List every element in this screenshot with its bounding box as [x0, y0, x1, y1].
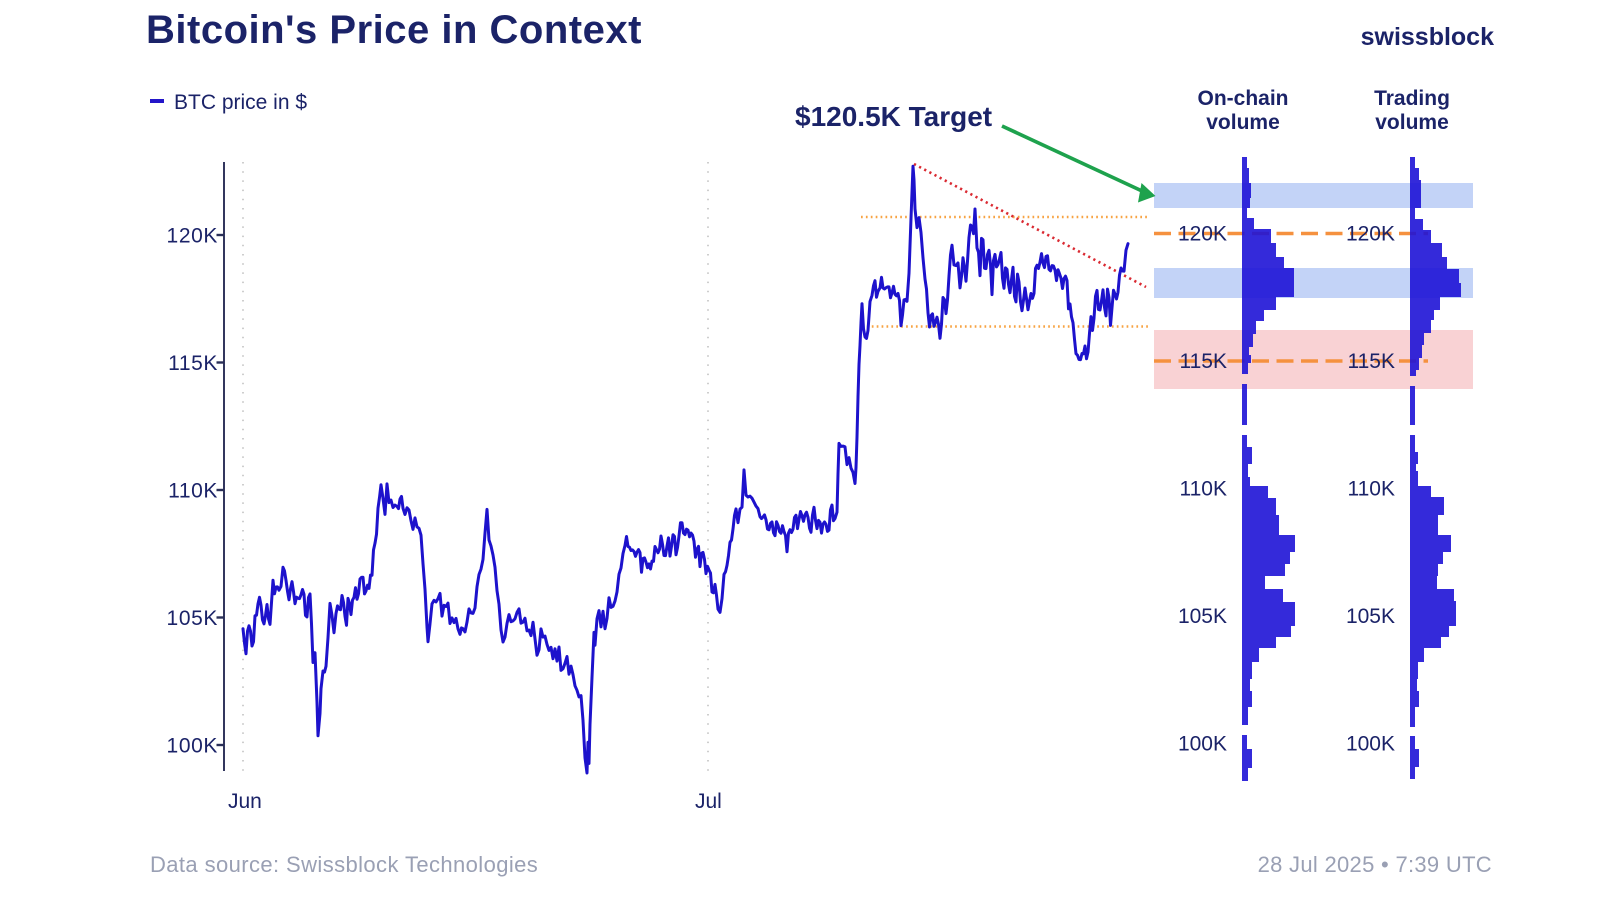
svg-text:105K: 105K — [1346, 605, 1395, 628]
svg-text:28 Jul 2025 • 7:39 UTC: 28 Jul 2025 • 7:39 UTC — [1258, 852, 1492, 877]
svg-text:Jun: Jun — [228, 790, 262, 813]
svg-text:volume: volume — [1375, 111, 1449, 134]
svg-text:120K: 120K — [167, 225, 218, 248]
svg-text:120K: 120K — [1346, 223, 1395, 246]
svg-text:115K: 115K — [1348, 350, 1396, 373]
svg-text:110K: 110K — [168, 480, 218, 503]
svg-text:100K: 100K — [1178, 733, 1227, 756]
svg-text:110K: 110K — [1180, 478, 1228, 501]
svg-text:volume: volume — [1206, 111, 1280, 134]
svg-text:Bitcoin's Price in Context: Bitcoin's Price in Context — [146, 8, 642, 52]
svg-text:BTC price in $: BTC price in $ — [174, 91, 307, 114]
svg-text:115K: 115K — [1180, 350, 1228, 373]
svg-text:105K: 105K — [167, 607, 218, 630]
svg-text:115K: 115K — [168, 352, 218, 375]
svg-text:105K: 105K — [1178, 605, 1227, 628]
svg-text:Jul: Jul — [695, 790, 722, 813]
svg-text:110K: 110K — [1348, 478, 1396, 501]
svg-text:On-chain: On-chain — [1197, 87, 1288, 110]
svg-text:120K: 120K — [1178, 223, 1227, 246]
svg-text:100K: 100K — [167, 735, 218, 758]
svg-text:Trading: Trading — [1374, 87, 1450, 110]
svg-text:100K: 100K — [1346, 733, 1395, 756]
svg-text:swissblock: swissblock — [1361, 23, 1494, 51]
svg-text:Data source: Swissblock Techno: Data source: Swissblock Technologies — [150, 852, 538, 877]
svg-text:$120.5K Target: $120.5K Target — [795, 101, 992, 132]
